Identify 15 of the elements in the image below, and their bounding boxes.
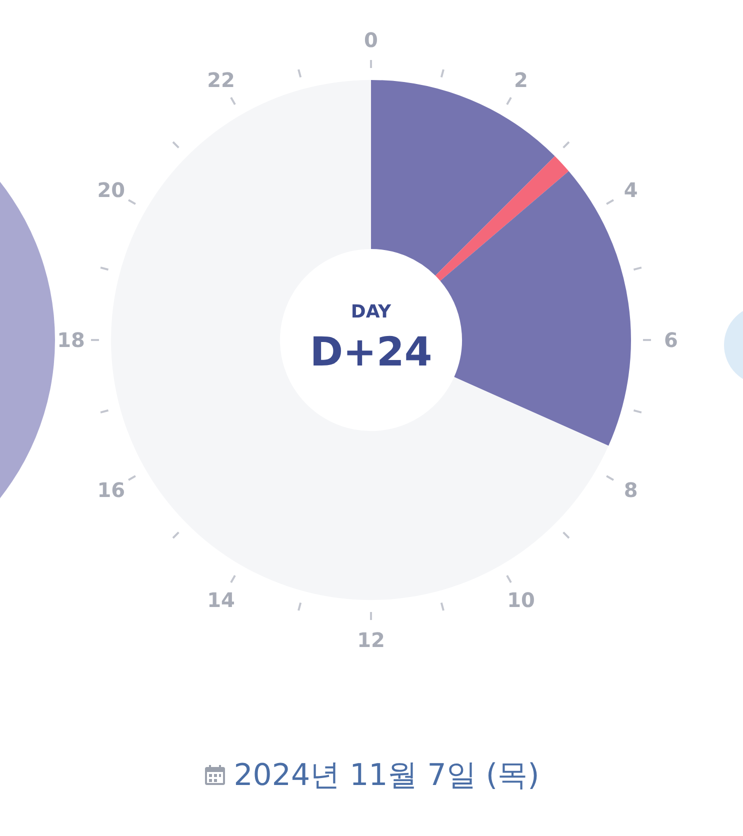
text: 2024년 11월 7일 (목)	[234, 758, 540, 793]
text: 18	[56, 328, 86, 352]
text: 12	[356, 628, 386, 652]
text: 0	[363, 28, 379, 52]
text: 20	[96, 178, 126, 202]
text: D+24	[310, 329, 432, 376]
text: 16	[96, 478, 126, 502]
text: 14	[206, 588, 236, 612]
text: 4	[622, 178, 639, 202]
text: DAY	[350, 302, 392, 323]
text: 10	[506, 588, 536, 612]
text: 22	[206, 68, 236, 92]
text: 6	[663, 328, 679, 352]
text: 8	[622, 478, 639, 502]
text: 2	[513, 68, 529, 92]
